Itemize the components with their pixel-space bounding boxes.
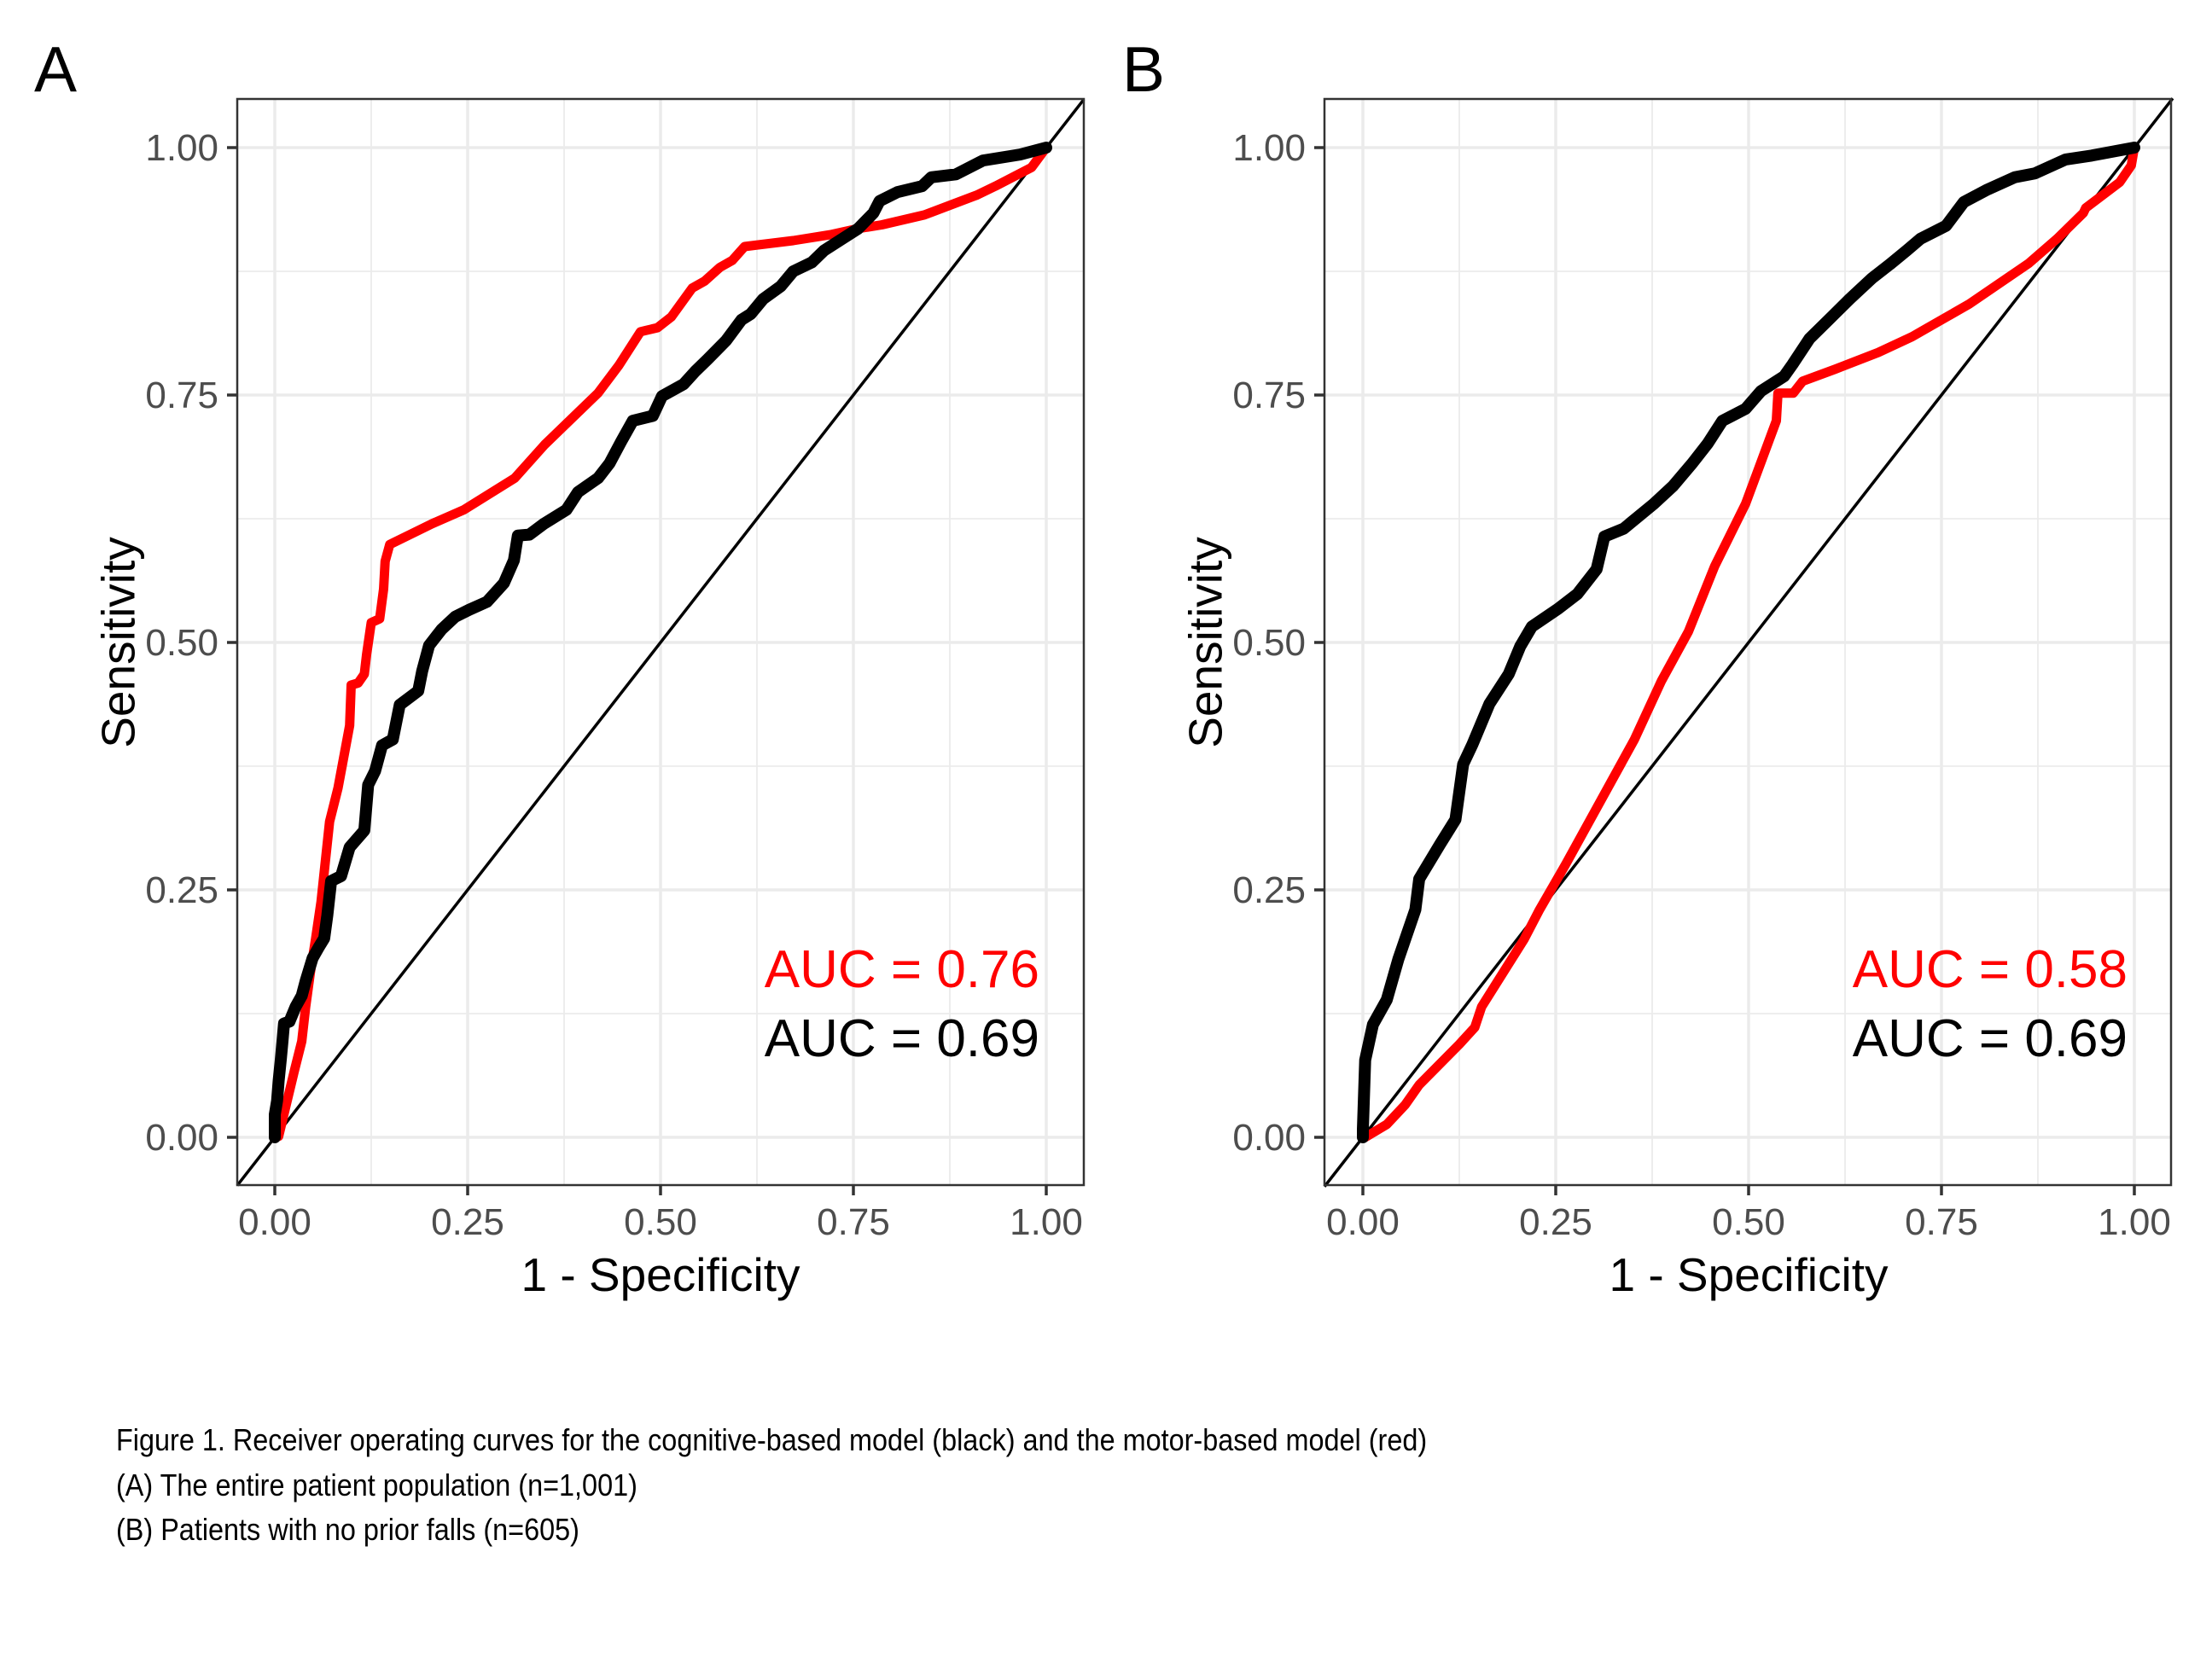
x-tick-label: 0.75 (1905, 1201, 1978, 1243)
x-tick-label: 1.00 (1010, 1201, 1083, 1243)
y-tick-label: 1.00 (1232, 127, 1306, 169)
caption-line-title: Figure 1. Receiver operating curves for … (116, 1422, 1428, 1457)
x-tick-label: 0.50 (624, 1201, 697, 1243)
y-tick-label: 0.00 (145, 1117, 218, 1159)
roc-curve-motor-based-model (1358, 142, 2139, 1142)
y-tick-label: 0.75 (1232, 375, 1306, 416)
x-tick-label: 0.50 (1712, 1201, 1785, 1243)
panel-label: B (1122, 33, 1165, 105)
roc-curve-cognitive-based-model (1357, 142, 2140, 1143)
panel-label: A (34, 33, 77, 105)
roc-curves (1357, 142, 2140, 1143)
axis-ticks: 0.00 0.25 0.50 0.75 1.00 0.00 0.25 0.50 0.75 1.00 (145, 127, 1082, 1243)
auc-label-motor: AUC = 0.58 (1853, 940, 2128, 999)
roc-curve-cognitive-based-model (269, 142, 1052, 1143)
x-tick-label: 0.00 (238, 1201, 311, 1243)
x-tick-label: 0.25 (1519, 1201, 1592, 1243)
x-tick-label: 1.00 (2098, 1201, 2171, 1243)
reference-diagonal (236, 98, 1086, 1187)
y-tick-label: 0.75 (145, 375, 218, 416)
auc-label-motor: AUC = 0.76 (765, 940, 1039, 999)
axis-ticks: 0.00 0.25 0.50 0.75 1.00 0.00 0.25 0.50 0.75 1.00 (1232, 127, 2170, 1243)
auc-label-cognitive: AUC = 0.69 (1853, 1009, 2128, 1068)
panel-a: A 0.00 0.25 0.50 0.75 1.00 0.00 0.25 0.50 0.75 1.… (34, 33, 1086, 1301)
y-tick-label: 0.00 (1232, 1117, 1306, 1159)
x-tick-label: 0.75 (817, 1201, 890, 1243)
y-tick-label: 0.25 (145, 869, 218, 911)
roc-curve-motor-based-model (270, 142, 1051, 1142)
roc-curves (269, 142, 1052, 1143)
x-axis-title: 1 - Specificity (1609, 1248, 1889, 1301)
y-axis-title: Sensitivity (91, 537, 144, 748)
auc-label-cognitive: AUC = 0.69 (765, 1009, 1039, 1068)
y-tick-label: 0.25 (1232, 869, 1306, 911)
x-tick-label: 0.00 (1326, 1201, 1400, 1243)
y-axis-title: Sensitivity (1179, 537, 1231, 748)
panel-b: B 0.00 0.25 0.50 0.75 1.00 0.00 0.25 0.50 0.75 1.… (1122, 33, 2174, 1301)
y-tick-label: 1.00 (145, 127, 218, 169)
reference-diagonal (1323, 97, 2174, 1188)
y-tick-label: 0.50 (1232, 622, 1306, 664)
x-tick-label: 0.25 (431, 1201, 504, 1243)
x-axis-title: 1 - Specificity (521, 1248, 800, 1301)
caption-line-panel-a: (A) The entire patient population (n=1,0… (116, 1467, 637, 1502)
figure-caption: Figure 1. Receiver operating curves for … (116, 1418, 1427, 1553)
y-tick-label: 0.50 (145, 622, 218, 664)
caption-line-panel-b: (B) Patients with no prior falls (n=605) (116, 1512, 579, 1547)
